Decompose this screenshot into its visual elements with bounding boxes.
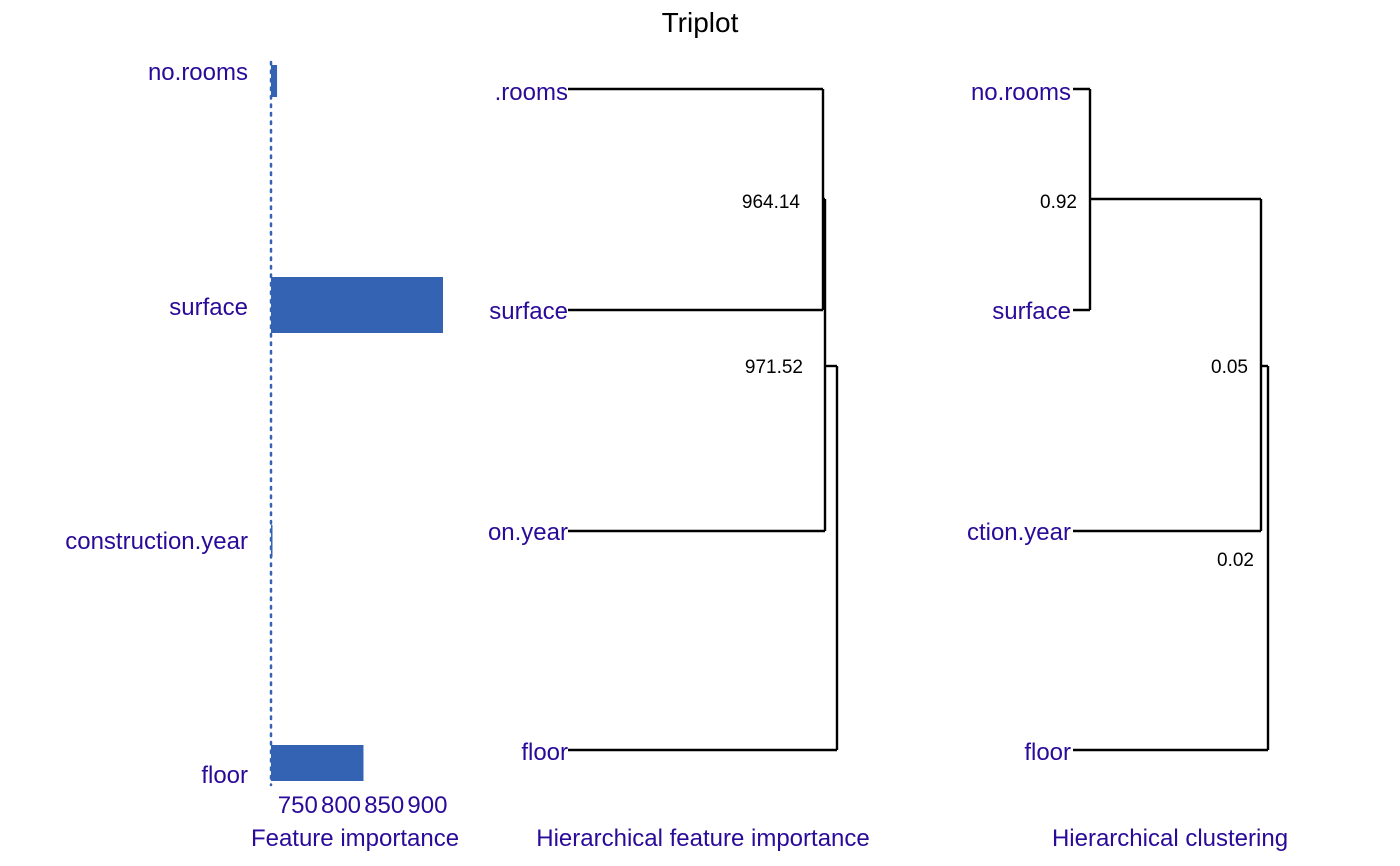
x-tick-850: 850 xyxy=(364,792,404,819)
hfi-node-label-1: 964.14 xyxy=(742,192,801,213)
hc-node-label-1: 0.92 xyxy=(1040,192,1077,213)
hc-leaf-surface: surface xyxy=(992,298,1071,325)
chart-title: Triplot xyxy=(662,7,739,38)
bars-group xyxy=(271,65,443,781)
feature-importance-panel: no.rooms surface construction.year floor… xyxy=(65,59,459,852)
hfi-node-label-3: 971.52 xyxy=(745,357,803,378)
x-tick-800: 800 xyxy=(321,792,361,819)
bar-category-labels: no.rooms surface construction.year floor xyxy=(65,59,248,789)
hfi-leaf-no-rooms: .rooms xyxy=(495,79,568,106)
x-tick-900: 900 xyxy=(407,792,447,819)
hfi-leaf-construction-year: on.year xyxy=(488,519,568,546)
bar-label-surface: surface xyxy=(169,294,248,321)
bar-x-axis-label: Feature importance xyxy=(251,825,459,852)
bar-label-no-rooms: no.rooms xyxy=(148,59,248,86)
hierarchical-feature-importance-panel: .rooms surface on.year floor 964.14 971.… xyxy=(488,79,870,852)
hc-leaf-floor: floor xyxy=(1024,739,1071,766)
hc-dendrogram-lines xyxy=(1073,87,1270,752)
hc-leaf-construction-year: ction.year xyxy=(967,519,1071,546)
hfi-x-axis-label: Hierarchical feature importance xyxy=(536,825,869,852)
bar-no-rooms xyxy=(271,65,278,97)
x-tick-750: 750 xyxy=(278,792,318,819)
hfi-leaf-surface: surface xyxy=(489,298,568,325)
hfi-leaf-floor: floor xyxy=(521,739,568,766)
x-axis-tick-labels: 750 800 850 900 xyxy=(278,792,448,819)
hfi-dendrogram-lines xyxy=(568,87,839,752)
hc-leaf-no-rooms: no.rooms xyxy=(971,79,1071,106)
hc-node-label-3: 0.02 xyxy=(1217,550,1254,571)
hc-x-axis-label: Hierarchical clustering xyxy=(1052,825,1288,852)
bar-surface xyxy=(271,277,443,333)
bar-label-construction-year: construction.year xyxy=(65,528,248,555)
hierarchical-clustering-panel: no.rooms surface ction.year floor 0.92 0… xyxy=(967,79,1288,852)
bar-floor xyxy=(271,745,364,781)
hc-node-label-2: 0.05 xyxy=(1211,357,1248,378)
bar-label-floor: floor xyxy=(201,762,248,789)
